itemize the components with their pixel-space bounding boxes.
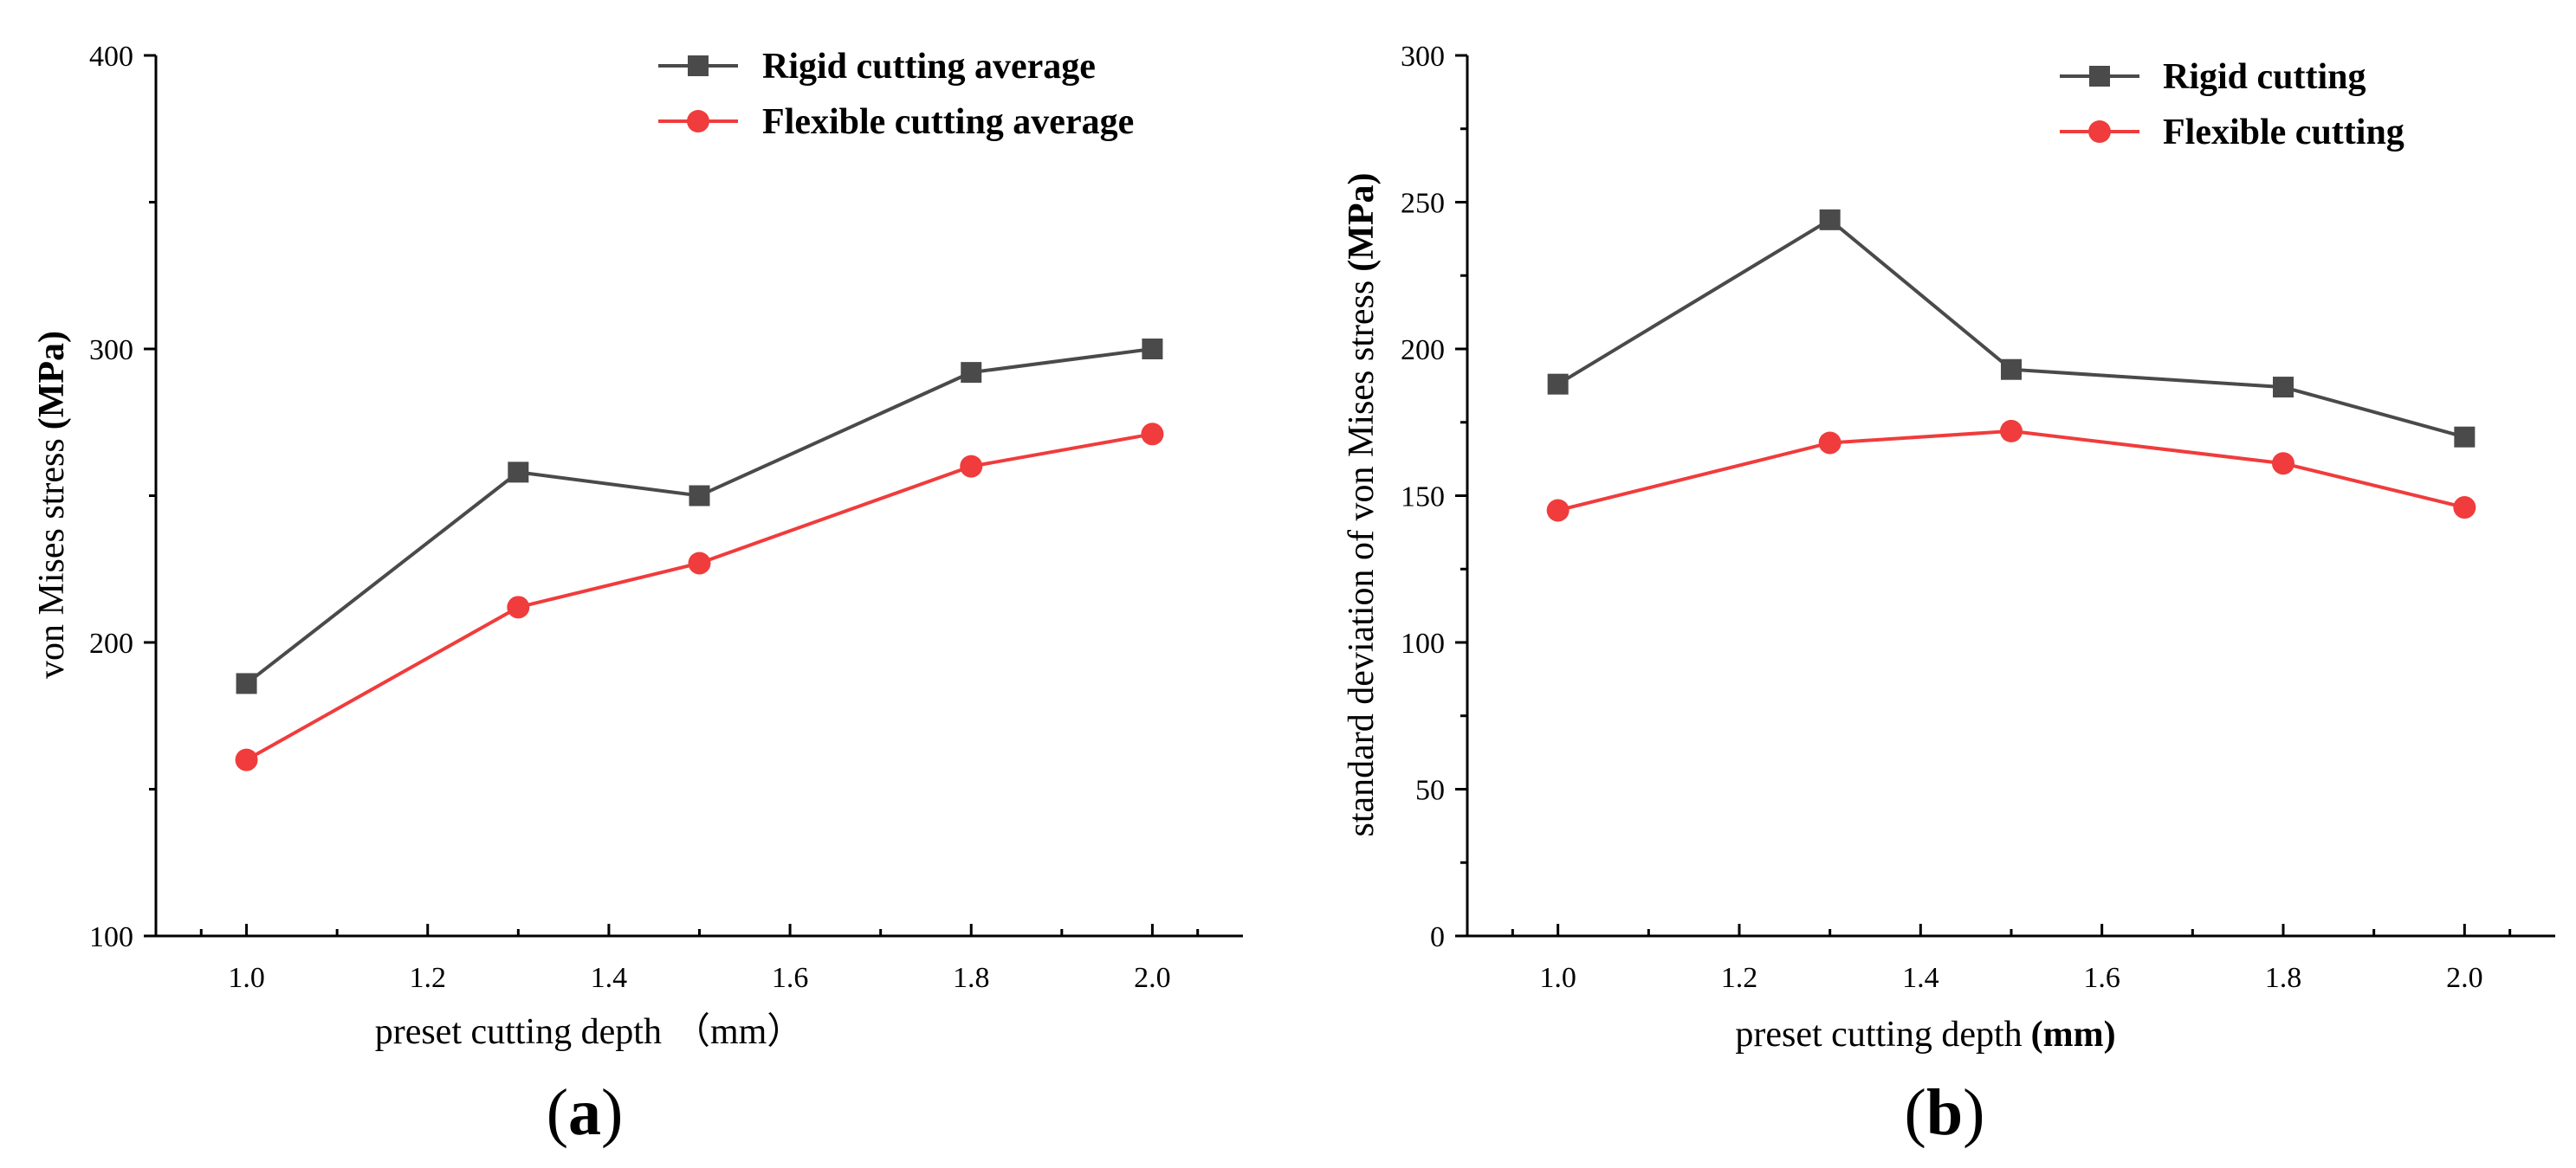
chart-a-series-line-1	[245, 432, 1153, 762]
chart-a-legend-label-1: Flexible cutting average	[762, 102, 1134, 142]
chart-a-y-tick-label: 200	[89, 628, 133, 660]
chart-b-x-tick-label: 1.8	[2265, 962, 2302, 994]
chart-b-series-line-1	[1557, 429, 2465, 513]
chart-a-point-1	[1141, 423, 1164, 446]
chart-a-x-tick-label: 2.0	[1134, 962, 1171, 994]
chart-b-point-1	[2453, 496, 2476, 519]
chart-b-y-tick-label: 200	[1401, 334, 1445, 366]
chart-a-series	[235, 339, 1164, 771]
chart-b-legend: Rigid cutting Flexible cutting	[2060, 57, 2404, 152]
chart-b-y-ticks: 0 50 100 150 200 250 300	[1401, 41, 1467, 953]
chart-a-legend-marker-0	[688, 55, 709, 76]
chart-a-x-tick-label: 1.4	[591, 962, 628, 994]
chart-panel-a: 100 200 300 400 1.0 1.2 1.4 1.6 1.8 2.0 Rigid cu…	[32, 41, 1243, 1149]
chart-b-x-tick-label: 1.6	[2083, 962, 2120, 994]
chart-b-x-ticks: 1.0 1.2 1.4 1.6 1.8 2.0	[1511, 924, 2512, 994]
chart-a-y-axis-label: von Mises stress(MPa)	[32, 331, 72, 679]
chart-b-point-0	[2001, 358, 2022, 380]
chart-b-y-tick-label: 100	[1401, 628, 1445, 660]
chart-b-axes	[1466, 55, 2555, 938]
chart-a-x-tick-label: 1.8	[953, 962, 990, 994]
chart-b-point-0	[1819, 209, 1841, 230]
chart-a-point-0	[508, 461, 529, 483]
chart-b-legend-label-0: Rigid cutting	[2163, 57, 2366, 97]
chart-b-x-tick-label: 2.0	[2446, 962, 2483, 994]
chart-a-point-0	[961, 362, 982, 384]
chart-a-x-axis-label: preset cutting depth （mm）	[375, 1012, 804, 1052]
chart-b-point-1	[2000, 419, 2023, 442]
chart-b-series	[1546, 209, 2476, 522]
chart-b-series-line-0	[1557, 217, 2465, 439]
chart-b-x-tick-label: 1.0	[1539, 962, 1576, 994]
chart-b-legend-marker-1	[2088, 120, 2111, 143]
chart-b-y-tick-label: 0	[1430, 921, 1445, 953]
chart-a-x-tick-label: 1.2	[410, 962, 447, 994]
chart-b-x-tick-label: 1.4	[1902, 962, 1939, 994]
chart-a-x-tick-label: 1.0	[228, 962, 265, 994]
chart-b-point-1	[2272, 452, 2294, 475]
chart-a-point-1	[688, 552, 711, 575]
chart-a-legend-label-0: Rigid cutting average	[762, 47, 1096, 87]
chart-b-legend-marker-0	[2089, 66, 2110, 87]
chart-a-y-tick-label: 400	[89, 41, 133, 73]
chart-a-point-0	[1142, 339, 1163, 359]
chart-b-point-1	[1818, 431, 1841, 455]
chart-b-x-axis-label: preset cutting depth (mm)	[1735, 1015, 2115, 1055]
chart-b-point-0	[2273, 377, 2294, 398]
chart-a-point-0	[689, 485, 710, 507]
chart-b-y-axis-label: standard deviation of von Mises stress(M…	[1342, 172, 1382, 836]
chart-a-y-tick-label: 100	[89, 921, 133, 953]
chart-a-x-ticks: 1.0 1.2 1.4 1.6 1.8 2.0	[199, 924, 1200, 994]
chart-b-point-1	[1546, 499, 1570, 522]
chart-b-y-tick-label: 150	[1401, 481, 1445, 513]
chart-a-x-tick-label: 1.6	[772, 962, 809, 994]
chart-b-point-0	[2454, 426, 2476, 448]
chart-a-y-tick-label: 300	[89, 334, 133, 366]
chart-a-series-line-0	[245, 347, 1153, 686]
chart-a-panel-label: (a)	[547, 1076, 624, 1149]
chart-b-x-tick-label: 1.2	[1721, 962, 1758, 994]
chart-a-point-0	[236, 673, 257, 694]
chart-b-y-tick-label: 250	[1401, 188, 1445, 220]
chart-a-y-ticks: 100 200 300 400	[89, 41, 156, 953]
chart-a-legend: Rigid cutting average Flexible cutting av…	[658, 47, 1134, 142]
chart-panel-b: 0 50 100 150 200 250 300 1.0 1.2 1.4 1.6 1.8 2.0 Ri…	[1342, 41, 2555, 1149]
chart-b-y-tick-label: 300	[1401, 41, 1445, 73]
chart-b-panel-label: (b)	[1905, 1076, 1985, 1149]
chart-b-y-tick-label: 50	[1415, 775, 1445, 807]
chart-b-point-0	[1547, 373, 1569, 395]
chart-a-point-1	[235, 748, 258, 771]
chart-a-point-1	[507, 596, 530, 619]
chart-b-legend-label-1: Flexible cutting	[2163, 113, 2404, 152]
chart-a-point-1	[960, 455, 983, 478]
chart-a-legend-marker-1	[687, 110, 709, 132]
